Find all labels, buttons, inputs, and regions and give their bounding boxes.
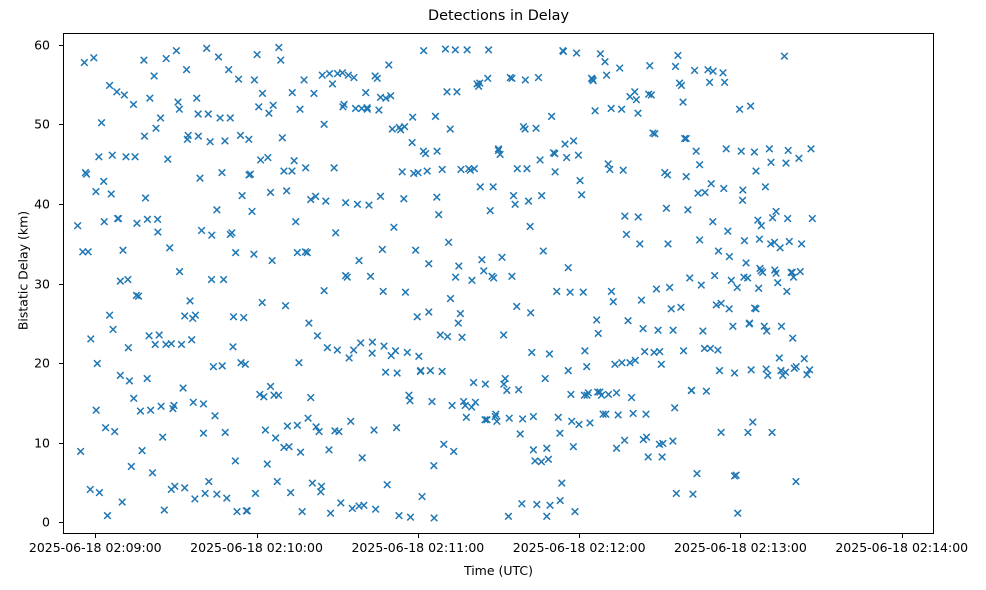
y-axis-tick [59,442,63,444]
x-axis-tick-label: 2025-06-18 02:13:00 [674,540,807,555]
y-axis-tick [59,44,63,46]
x-axis-tick [740,534,742,538]
y-axis-tick-label: 30 [34,276,50,291]
y-axis-label: Bistatic Delay (km) [15,210,31,331]
x-axis-tick [95,534,97,538]
y-axis-tick-label: 10 [34,435,50,451]
x-axis-tick-label: 2025-06-18 02:11:00 [351,540,485,555]
x-axis-tick [579,534,581,538]
x-axis-tick [901,534,903,538]
y-axis-tick-label: 0 [42,514,50,530]
y-axis-tick [59,283,63,285]
y-axis-tick-label: 40 [34,196,50,212]
x-axis-tick-label: 2025-06-18 02:09:00 [28,540,162,555]
x-axis-label: Time (UTC) [463,563,534,578]
x-axis-tick [417,534,419,538]
y-axis-tick-label: 60 [34,37,50,53]
y-axis-tick-label: 20 [34,355,50,371]
x-axis-tick-label: 2025-06-18 02:10:00 [190,540,323,555]
y-axis-tick-label: 50 [34,116,50,132]
x-axis-tick-label: 2025-06-18 02:12:00 [512,540,646,555]
scatter-points-layer [73,43,817,522]
x-axis-tick [256,534,258,538]
plot-area [63,33,934,534]
chart-title: Detections in Delay [428,8,569,24]
y-axis-tick [59,522,63,524]
y-axis-tick [59,203,63,205]
x-axis-tick-label: 2025-06-18 02:14:00 [835,540,969,555]
y-axis-tick [59,124,63,126]
y-axis-tick [59,363,63,365]
